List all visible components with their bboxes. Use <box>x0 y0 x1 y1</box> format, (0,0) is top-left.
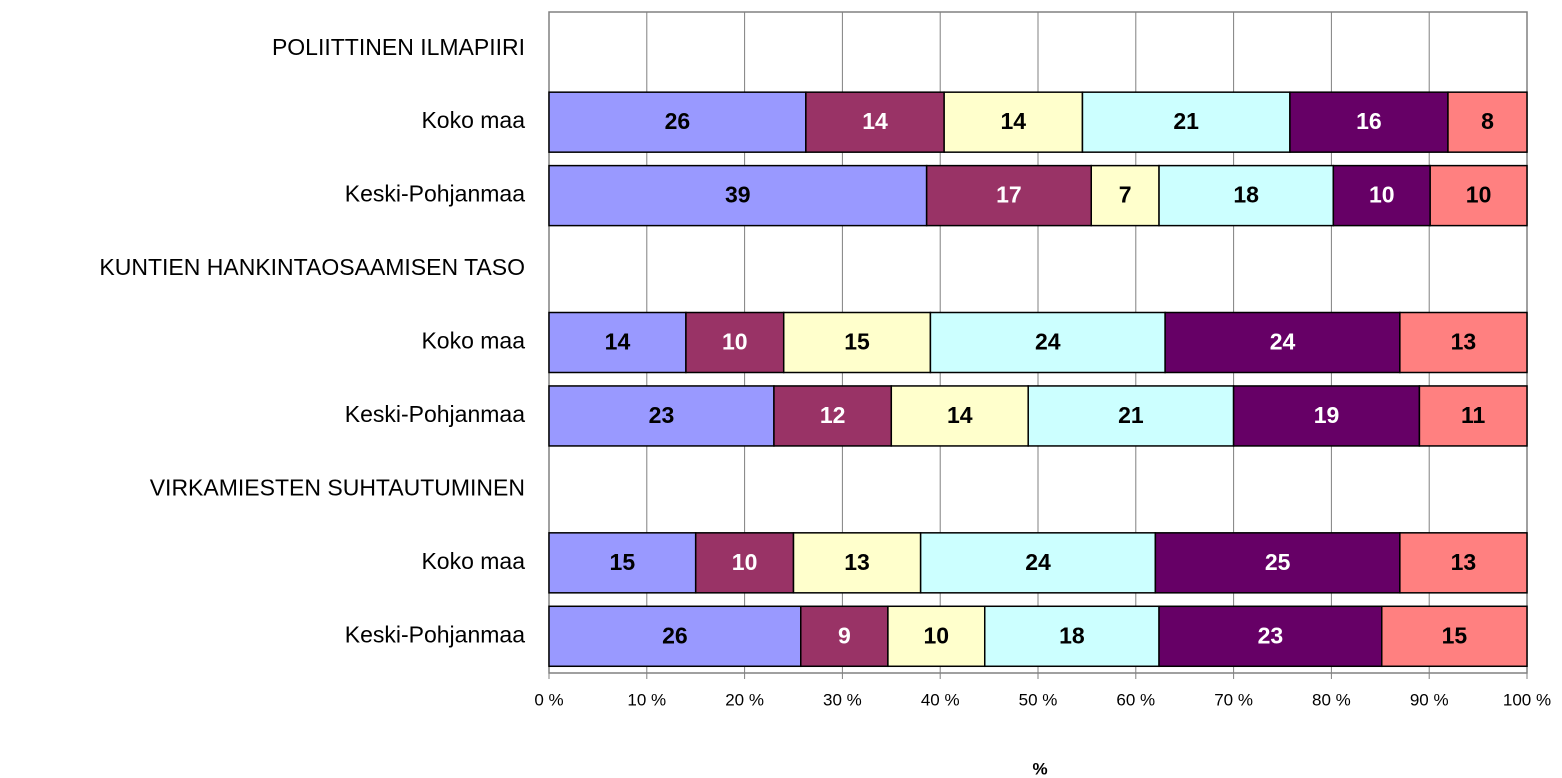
bar-segment <box>943 91 1084 153</box>
value-label: 17 <box>996 182 1022 208</box>
value-label: 23 <box>1258 622 1284 648</box>
category-label: VIRKAMIESTEN SUHTAUTUMINEN <box>150 474 525 500</box>
value-label: 11 <box>1461 402 1486 428</box>
bar-segment <box>1447 91 1528 153</box>
bar-segment <box>1289 91 1449 153</box>
bar-segment <box>548 532 697 594</box>
category-label: POLIITTINEN ILMAPIIRI <box>272 34 525 60</box>
x-axis-title: % <box>1032 759 1047 778</box>
value-label: 12 <box>820 402 846 428</box>
value-label: 14 <box>1001 108 1027 134</box>
value-label: 23 <box>649 402 675 428</box>
bar-segment <box>548 385 775 447</box>
x-tick-label: 90 % <box>1410 690 1449 709</box>
bar-segment <box>1164 311 1401 374</box>
value-label: 18 <box>1233 182 1259 208</box>
bar-segment <box>1232 385 1421 447</box>
x-tick-label: 0 % <box>534 690 563 709</box>
category-label: Keski-Pohjanmaa <box>345 621 525 647</box>
bar-segment <box>1399 532 1528 594</box>
bar-segment <box>548 91 807 153</box>
bar-segment <box>694 532 795 594</box>
value-label: 39 <box>725 182 751 208</box>
category-label: Keski-Pohjanmaa <box>345 181 525 207</box>
bar-segment <box>1399 311 1528 374</box>
bar-segment <box>548 311 687 374</box>
value-label: 26 <box>665 108 691 134</box>
value-label: 19 <box>1314 402 1340 428</box>
value-label: 10 <box>1466 182 1492 208</box>
value-label: 13 <box>844 549 870 575</box>
value-label: 24 <box>1270 329 1296 355</box>
bar-segment <box>1158 164 1335 227</box>
value-label: 24 <box>1035 329 1061 355</box>
value-label: 15 <box>610 549 636 575</box>
bar-segment <box>1081 91 1291 153</box>
value-label: 21 <box>1173 108 1199 134</box>
value-label: 9 <box>838 622 851 648</box>
x-tick-label: 80 % <box>1312 690 1351 709</box>
bar-segment <box>983 605 1160 668</box>
x-tick-label: 50 % <box>1019 690 1058 709</box>
value-label: 14 <box>605 329 631 355</box>
value-label: 24 <box>1025 549 1051 575</box>
x-tick-label: 70 % <box>1214 690 1253 709</box>
category-label: Koko maa <box>421 328 525 354</box>
x-tick-label: 60 % <box>1116 690 1155 709</box>
category-label: Koko maa <box>421 548 525 574</box>
x-tick-label: 100 % <box>1503 690 1551 709</box>
value-label: 15 <box>844 329 870 355</box>
bar-segment <box>800 605 889 668</box>
bar-segment <box>1418 385 1528 447</box>
bar-segment <box>1090 164 1160 227</box>
bar-segment <box>773 385 893 447</box>
value-label: 10 <box>924 622 950 648</box>
bar-segment <box>1027 385 1235 447</box>
value-label: 8 <box>1481 108 1494 134</box>
value-label: 13 <box>1451 549 1477 575</box>
bar-segment <box>887 605 986 668</box>
value-label: 15 <box>1442 622 1468 648</box>
category-label: Keski-Pohjanmaa <box>345 401 525 427</box>
bar-segment <box>1429 164 1528 227</box>
bar-segment <box>685 311 785 374</box>
bar-segment <box>792 532 922 594</box>
bar-segment <box>548 605 802 668</box>
value-label: 7 <box>1119 182 1132 208</box>
value-label: 14 <box>862 108 888 134</box>
bar-segment <box>1154 532 1401 594</box>
value-label: 10 <box>1369 182 1395 208</box>
value-label: 18 <box>1059 622 1085 648</box>
value-label: 16 <box>1356 108 1382 134</box>
x-tick-label: 30 % <box>823 690 862 709</box>
value-label: 10 <box>732 549 758 575</box>
x-tick-label: 40 % <box>921 690 960 709</box>
category-label: KUNTIEN HANKINTAOSAAMISEN TASO <box>99 254 525 280</box>
value-label: 10 <box>722 329 748 355</box>
bar-segment <box>1381 605 1528 668</box>
value-label: 25 <box>1265 549 1291 575</box>
bar-segment <box>548 164 928 227</box>
bar-segment <box>805 91 945 153</box>
x-tick-label: 10 % <box>627 690 666 709</box>
category-label: Koko maa <box>421 107 525 133</box>
x-tick-label: 20 % <box>725 690 764 709</box>
value-label: 14 <box>947 402 973 428</box>
value-label: 26 <box>662 622 688 648</box>
value-label: 21 <box>1118 402 1144 428</box>
value-label: 13 <box>1451 329 1477 355</box>
bar-segment <box>925 164 1093 227</box>
bar-segment <box>919 532 1157 594</box>
